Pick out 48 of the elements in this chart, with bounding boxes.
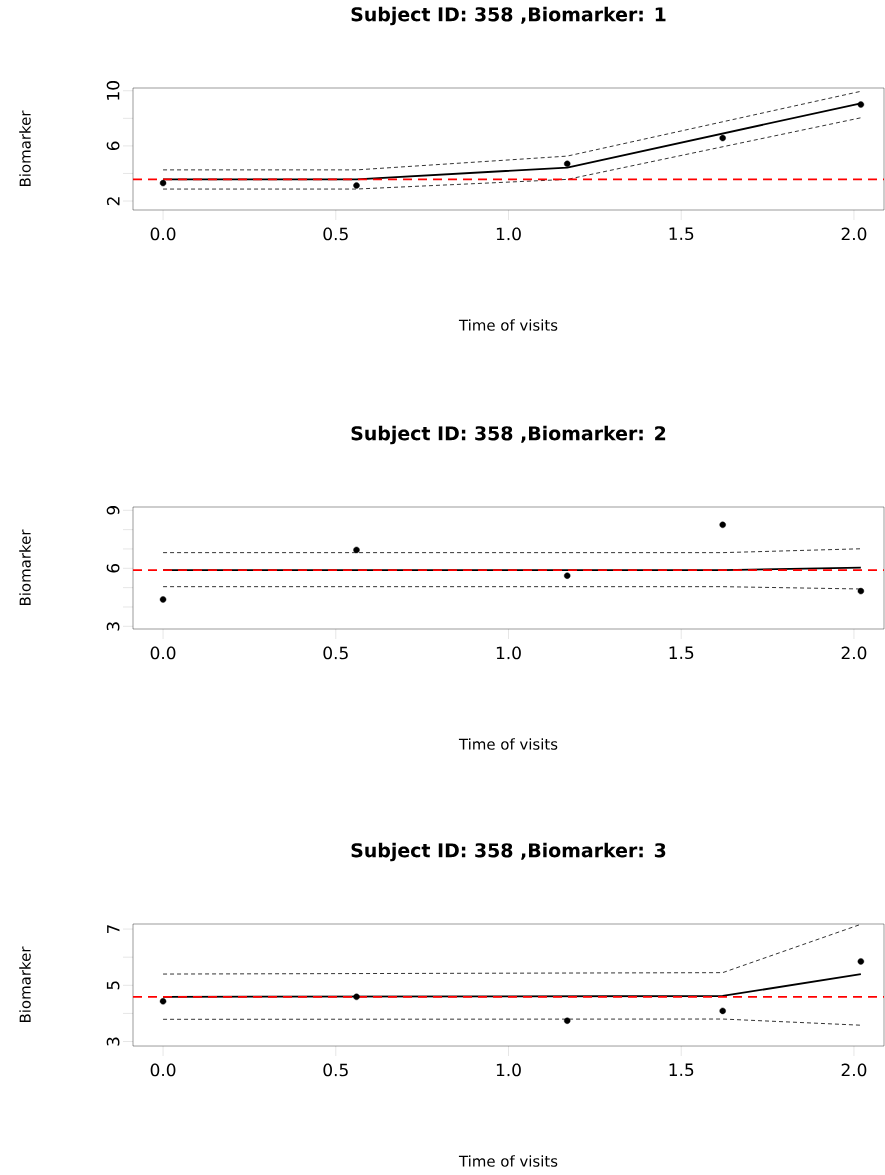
x-tick-label: 2.0: [841, 227, 867, 241]
y-tick-label: 2: [106, 197, 120, 206]
x-tick-label: 0.5: [323, 1063, 348, 1077]
x-tick-label: 1.5: [669, 646, 694, 660]
point: [719, 521, 726, 528]
y-tick-label: 3: [106, 622, 120, 631]
point: [353, 546, 360, 554]
x-tick-label: 1.0: [496, 646, 521, 660]
y-tick-label: 3: [106, 1037, 120, 1046]
chart-title: Subject ID: 358 ,Biomarker: 2: [351, 425, 666, 445]
x-axis-title: Time of visits: [458, 738, 558, 750]
x-tick-label: 1.0: [496, 1063, 521, 1077]
point: [719, 1007, 726, 1015]
point: [719, 134, 726, 142]
point: [857, 958, 865, 965]
x-axis-title: Time of visits: [458, 1155, 558, 1167]
x-tick-label: 0.5: [323, 227, 348, 241]
point: [857, 101, 865, 108]
y-tick-label: 6: [106, 563, 120, 573]
x-tick-label: 2.0: [841, 646, 867, 660]
x-tick-label: 1.0: [496, 227, 521, 241]
y-axis-title: Biomarker: [19, 110, 31, 186]
y-axis-title: Biomarker: [19, 529, 31, 605]
y-tick-label: 9: [106, 506, 120, 515]
y-tick-label: 7: [107, 925, 120, 934]
point: [353, 182, 360, 189]
point: [564, 160, 571, 168]
y-tick-label: 6: [106, 141, 120, 151]
point: [159, 179, 167, 187]
point: [857, 587, 865, 595]
y-tick-label: 5: [106, 981, 120, 990]
point: [564, 1017, 571, 1024]
chart-title: Subject ID: 358 ,Biomarker: 1: [351, 6, 666, 26]
point: [159, 998, 167, 1005]
x-tick-label: 1.5: [669, 1063, 694, 1077]
x-tick-label: 1.5: [669, 227, 694, 241]
x-axis-title: Time of visits: [458, 319, 558, 331]
x-tick-label: 0.0: [150, 646, 176, 660]
chart-title: Subject ID: 358 ,Biomarker: 3: [351, 842, 666, 862]
x-tick-label: 0.0: [150, 1063, 176, 1077]
y-tick-label: 10: [106, 81, 120, 100]
x-tick-label: 0.0: [150, 227, 176, 241]
point: [564, 572, 571, 579]
x-tick-label: 2.0: [841, 1063, 867, 1077]
point: [353, 993, 360, 1001]
point: [159, 596, 167, 603]
y-axis-title: Biomarker: [19, 946, 31, 1022]
x-tick-label: 0.5: [323, 646, 348, 660]
